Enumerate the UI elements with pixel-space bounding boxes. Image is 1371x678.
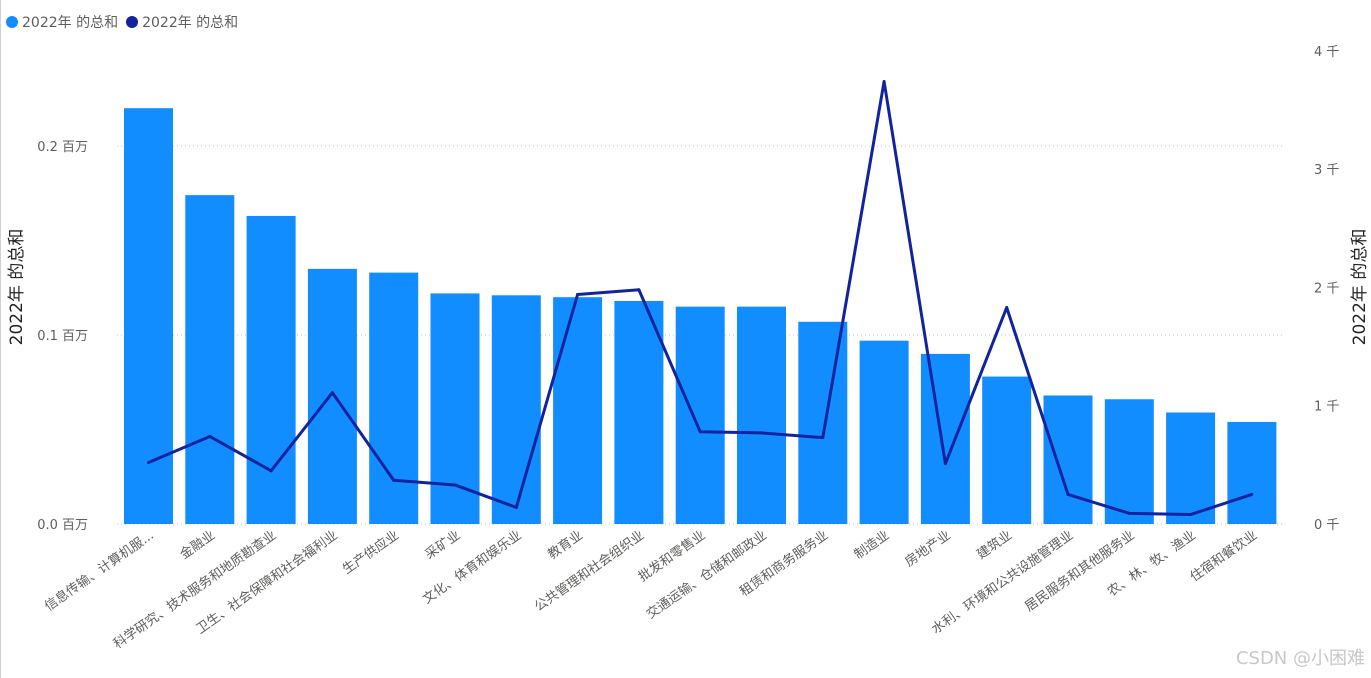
left-axis-title: 2022年 的总和 <box>7 229 27 346</box>
bar <box>430 293 480 524</box>
bar <box>1227 421 1277 524</box>
right-tick-label: 3 千 <box>1314 163 1339 178</box>
right-tick-label: 2 千 <box>1314 281 1339 296</box>
line-point <box>821 436 825 440</box>
line-point <box>882 80 886 84</box>
right-tick-label: 4 千 <box>1314 45 1339 60</box>
left-tick-label: 0.1 百万 <box>37 329 88 344</box>
line-point <box>1005 306 1009 310</box>
line-point <box>1250 492 1254 496</box>
bar <box>553 297 603 524</box>
line-point <box>330 391 334 395</box>
legend: 2022年 的总和 2022年 的总和 <box>6 12 238 32</box>
line-point <box>1127 511 1131 515</box>
bar <box>737 306 786 524</box>
line-point <box>943 462 947 466</box>
legend-label-line: 2022年 的总和 <box>142 15 239 31</box>
bar <box>675 306 725 524</box>
line-point <box>576 292 580 296</box>
line-point <box>208 434 212 438</box>
bar <box>614 300 664 524</box>
legend-dot-line <box>126 16 139 28</box>
line-point <box>147 460 150 464</box>
category-label: 制造业 <box>852 528 893 563</box>
right-axis-title: 2022年 的总和 <box>1350 229 1370 346</box>
category-label: 建筑业 <box>974 527 1015 562</box>
bar <box>1166 412 1216 524</box>
category-label: 采矿业 <box>423 528 464 563</box>
line-point <box>392 478 396 482</box>
category-label: 文化、体育和娱乐业 <box>420 527 525 607</box>
line-point <box>269 469 273 473</box>
category-label: 住宿和餐饮业 <box>1187 527 1260 585</box>
category-label: 教育业 <box>545 527 586 562</box>
right-tick-label: 1 千 <box>1314 400 1339 415</box>
bar <box>859 340 909 524</box>
legend-item-line[interactable]: 2022年 的总和 <box>126 12 238 32</box>
line-point <box>1189 513 1193 517</box>
bar <box>1104 399 1154 524</box>
left-tick-label: 0.2 百万 <box>37 140 88 155</box>
bar <box>307 268 357 524</box>
bar <box>982 376 1032 524</box>
line-point <box>514 505 518 509</box>
watermark: CSDN @小困难 <box>1235 648 1365 669</box>
legend-dot-bar <box>6 16 18 28</box>
bar <box>920 353 970 524</box>
legend-label-bar: 2022年 的总和 <box>22 15 119 31</box>
left-tick-label: 0.0 百万 <box>37 518 88 533</box>
line-point <box>760 431 763 435</box>
category-label: 房地产业 <box>902 527 954 570</box>
bar <box>798 321 848 524</box>
legend-item-bar[interactable]: 2022年 的总和 <box>6 12 118 32</box>
line-point <box>453 483 457 487</box>
category-label: 金融业 <box>177 527 218 562</box>
right-tick-label: 0 千 <box>1314 518 1339 533</box>
category-label: 居民服务和其他服务业 <box>1022 527 1138 615</box>
category-label: 生产供应业 <box>340 527 402 577</box>
left-edge-line <box>0 0 1 678</box>
bar <box>1043 395 1093 524</box>
category-label: 公共管理和社会组织业 <box>532 527 648 615</box>
bar <box>246 215 296 524</box>
line-point <box>1066 492 1070 496</box>
line-point <box>637 288 641 292</box>
line-point <box>698 430 702 434</box>
bar <box>491 295 541 524</box>
bar <box>369 272 419 524</box>
bar <box>185 195 235 524</box>
category-label: 信息传输、计算机服... <box>42 527 157 614</box>
